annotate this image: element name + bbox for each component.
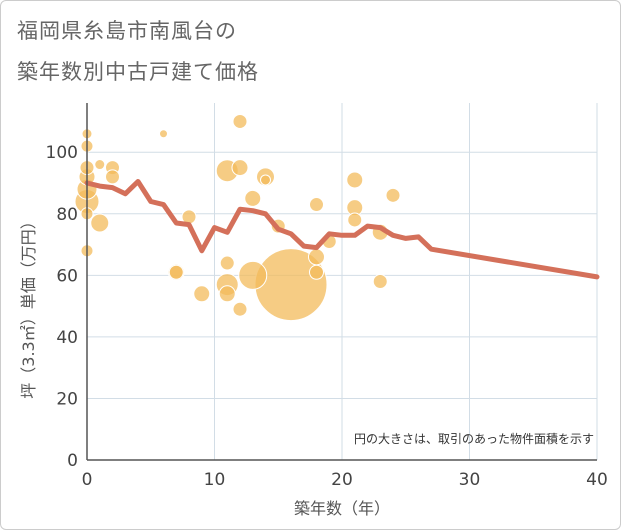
data-bubble [232, 113, 248, 129]
data-bubble [90, 213, 110, 233]
data-bubble [219, 255, 235, 271]
data-bubble [94, 159, 106, 171]
tick-labels: 0 20 40 60 80 100 0 10 20 30 40 [46, 143, 608, 490]
data-bubble [232, 301, 248, 317]
y-tick-label: 40 [56, 328, 78, 348]
data-bubble [385, 187, 401, 203]
grid-lines [86, 103, 598, 461]
trend-line [84, 179, 600, 280]
x-tick-label: 0 [82, 470, 93, 490]
data-bubble [309, 264, 324, 280]
data-bubble [231, 159, 249, 177]
y-axis-label: 坪（3.3㎡）単価（万円） [19, 213, 38, 398]
data-bubble [308, 248, 325, 266]
data-bubble [347, 212, 363, 228]
x-tick-label: 40 [586, 470, 608, 490]
y-tick-label: 20 [56, 389, 78, 409]
bubble-series [74, 113, 401, 322]
data-bubble [309, 197, 324, 213]
y-tick-label: 0 [67, 451, 78, 471]
data-bubble [168, 264, 184, 280]
data-bubble [260, 174, 271, 186]
data-bubble [105, 169, 120, 185]
chart-title-line1: 福岡県糸島市南風台の [17, 19, 237, 43]
chart-title-line2: 築年数別中古戸建て価格 [17, 60, 259, 84]
y-tick-label: 60 [56, 266, 78, 286]
y-tick-label: 80 [56, 205, 78, 225]
x-tick-label: 30 [459, 470, 481, 490]
data-bubble [218, 285, 236, 303]
y-tick-label: 100 [46, 143, 78, 163]
x-tick-label: 10 [204, 470, 226, 490]
x-axis-label: 築年数（年） [294, 499, 390, 518]
data-bubble [159, 129, 168, 139]
axes [86, 103, 597, 461]
data-bubble [238, 260, 268, 290]
bubble-size-note: 円の大きさは、取引のあった物件面積を示す [354, 431, 594, 446]
data-bubble [372, 274, 388, 289]
data-bubble [244, 189, 262, 207]
trend-series [84, 179, 600, 280]
data-bubble [193, 285, 211, 303]
data-bubble [346, 171, 364, 189]
x-tick-label: 20 [331, 470, 353, 490]
